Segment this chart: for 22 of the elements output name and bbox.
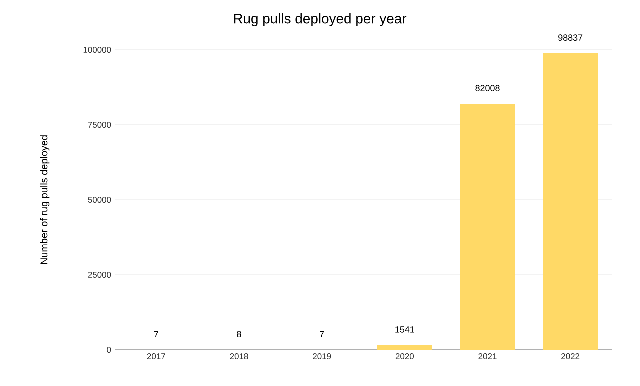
chart-title: Rug pulls deployed per year [234,13,407,26]
y-tick-label: 25000 [88,272,112,278]
data-label: 1541 [396,326,414,333]
data-label: 82008 [476,85,500,92]
y-tick-label: 0 [107,347,112,353]
bar [543,53,598,350]
x-tick-label: 2021 [478,354,497,360]
data-label: 98837 [558,34,583,42]
y-tick-label: 50000 [88,197,112,203]
x-tick-label: 2019 [313,354,332,360]
x-tick-label: 2018 [230,354,248,360]
x-tick-label: 2022 [562,354,580,360]
bar [377,345,432,350]
x-tick-label: 2020 [396,354,414,360]
data-label: 8 [237,331,242,338]
bar [460,104,516,350]
x-tick-label: 2017 [147,354,166,360]
data-label: 7 [154,331,158,338]
y-tick-label: 100000 [84,47,112,53]
y-tick-label: 75000 [88,122,112,128]
data-label: 7 [320,331,324,338]
y-axis-title: Number of rug pulls deployed [40,136,50,264]
